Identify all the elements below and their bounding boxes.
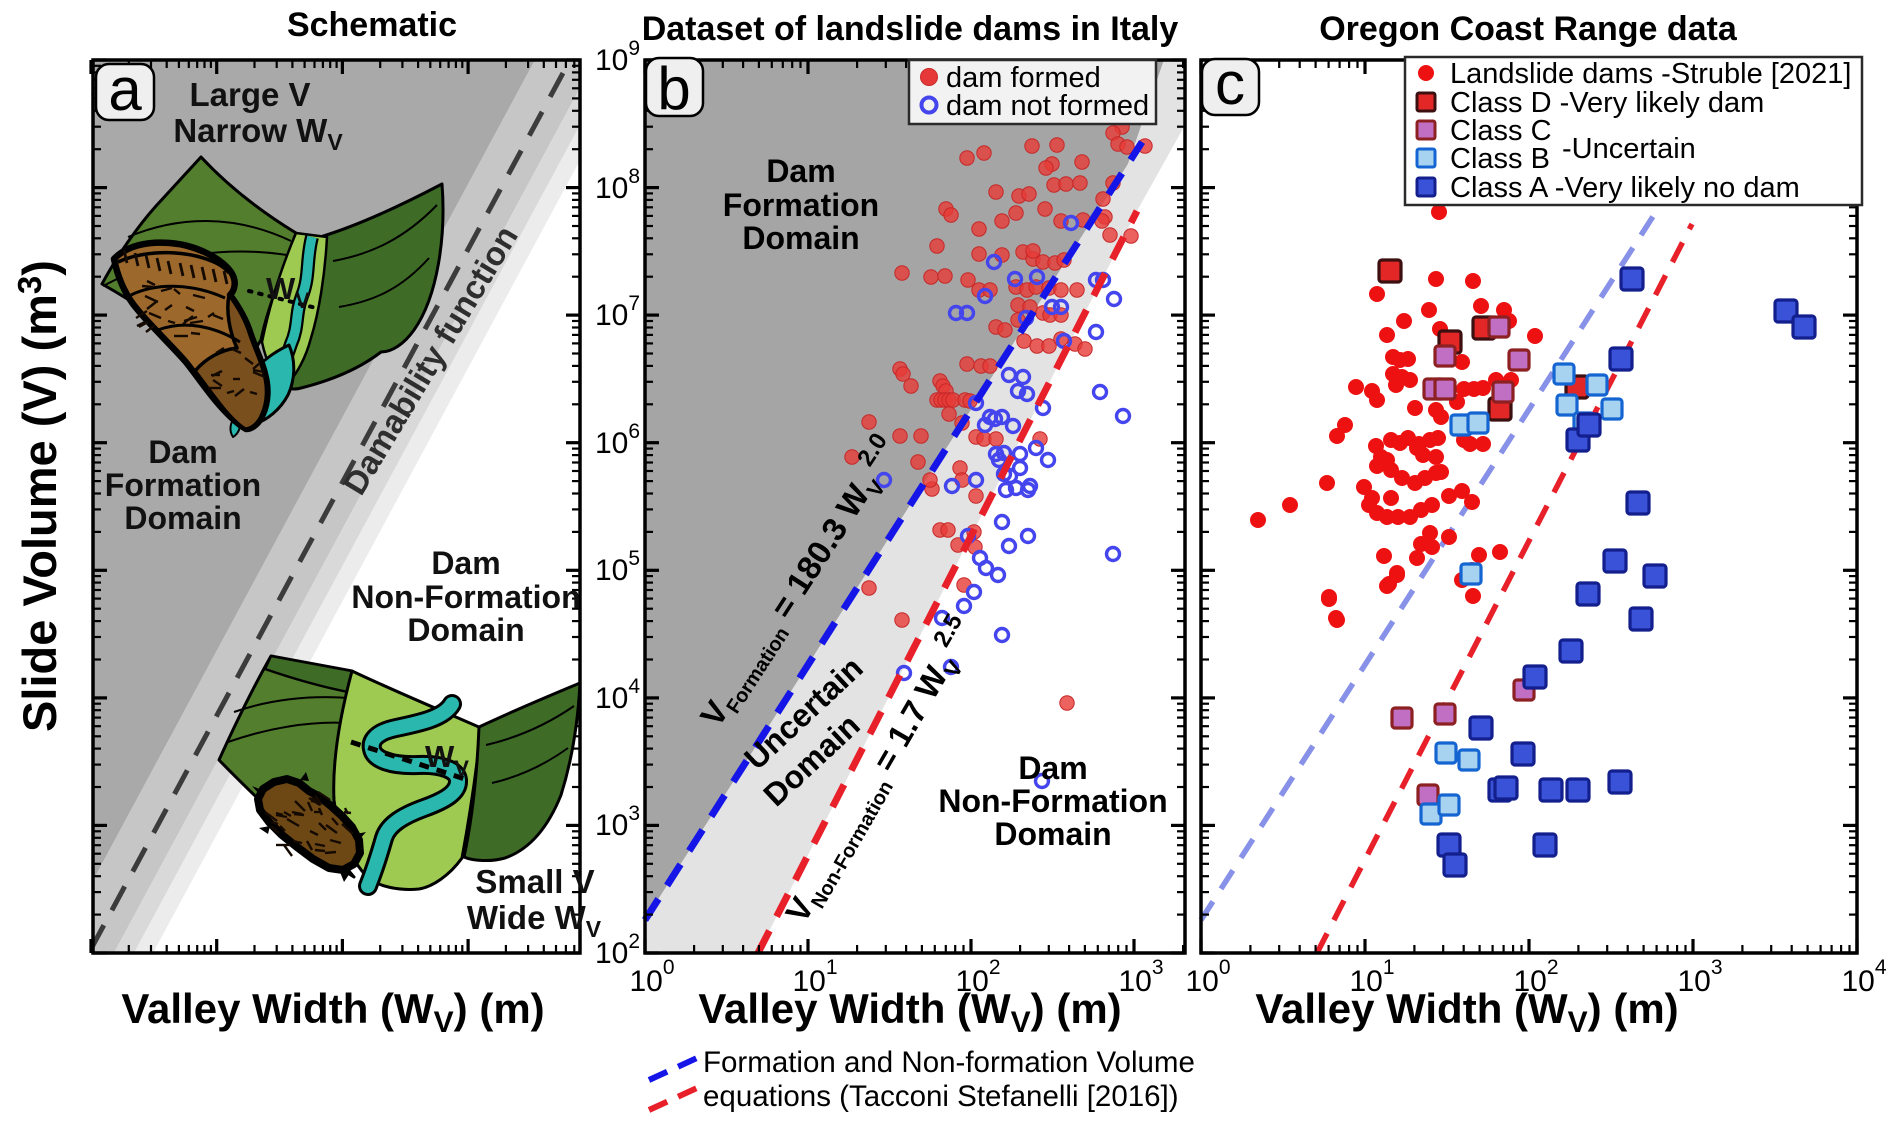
svg-text:102: 102	[595, 930, 640, 970]
svg-text:a: a	[108, 56, 142, 123]
svg-text:Domain: Domain	[407, 612, 524, 648]
svg-text:Valley Width (WV) (m): Valley Width (WV) (m)	[121, 985, 544, 1039]
svg-text:Schematic: Schematic	[287, 6, 457, 44]
svg-text:dam formed: dam formed	[946, 62, 1101, 94]
svg-text:Valley Width (WV) (m): Valley Width (WV) (m)	[698, 985, 1121, 1039]
svg-text:Narrow WV: Narrow WV	[173, 112, 343, 155]
svg-text:Formation and Non-formation Vo: Formation and Non-formation Volume	[703, 1046, 1195, 1079]
svg-text:Domain: Domain	[994, 816, 1111, 852]
svg-text:Dam: Dam	[766, 153, 835, 189]
svg-text:Domain: Domain	[742, 220, 859, 256]
svg-text:Valley Width (WV) (m): Valley Width (WV) (m)	[1255, 985, 1678, 1039]
svg-text:Class D -Very likely dam: Class D -Very likely dam	[1450, 87, 1764, 119]
svg-text:Small V: Small V	[475, 863, 594, 900]
svg-text:Class B: Class B	[1450, 143, 1550, 175]
svg-text:b: b	[657, 55, 690, 122]
svg-text:Dam: Dam	[148, 434, 217, 470]
svg-text:Class A -Very likely no dam: Class A -Very likely no dam	[1450, 172, 1800, 204]
svg-text:Formation: Formation	[723, 187, 879, 223]
svg-text:Dataset of landslide dams in I: Dataset of landslide dams in Italy	[642, 10, 1179, 48]
svg-text:-Uncertain: -Uncertain	[1562, 133, 1696, 165]
svg-text:Wide WV: Wide WV	[467, 899, 602, 942]
svg-text:c: c	[1215, 50, 1245, 117]
svg-text:Dam: Dam	[431, 545, 500, 581]
svg-text:Non-Formation: Non-Formation	[938, 783, 1167, 819]
svg-text:Domain: Domain	[124, 500, 241, 536]
svg-text:Class C: Class C	[1450, 115, 1552, 147]
svg-text:dam not formed: dam not formed	[946, 90, 1149, 122]
svg-text:Non-Formation: Non-Formation	[351, 579, 580, 615]
svg-text:Oregon Coast Range data: Oregon Coast Range data	[1319, 10, 1738, 48]
svg-text:Large V: Large V	[189, 76, 310, 113]
svg-text:Slide Volume (V) (m3): Slide Volume (V) (m3)	[11, 260, 66, 732]
svg-text:equations (Tacconi Stefanelli: equations (Tacconi Stefanelli [2016])	[703, 1080, 1179, 1113]
svg-text:Dam: Dam	[1018, 750, 1087, 786]
svg-text:Landslide dams -Struble [2021]: Landslide dams -Struble [2021]	[1450, 58, 1851, 90]
svg-text:Formation: Formation	[105, 467, 261, 503]
